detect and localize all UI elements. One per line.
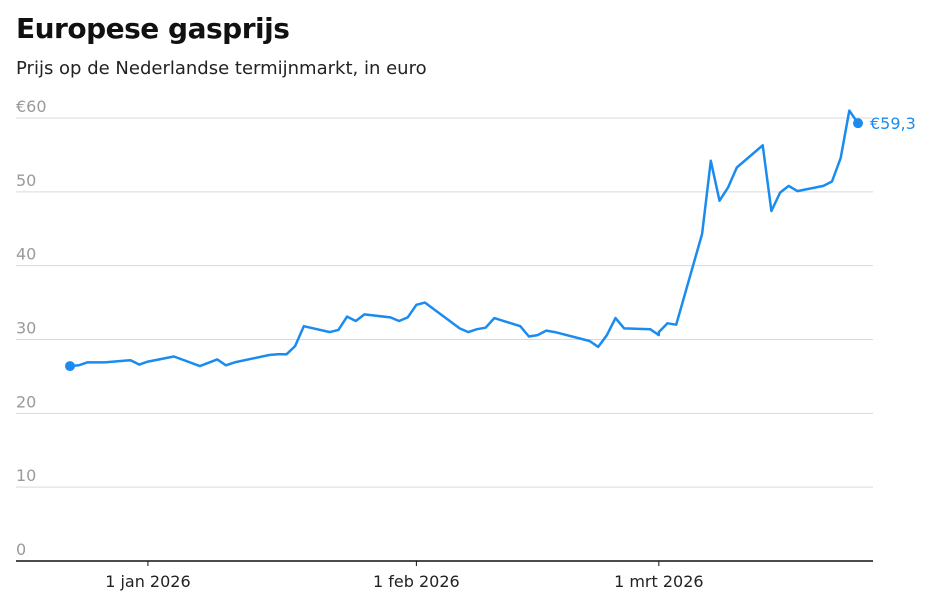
chart-title: Europese gasprijs bbox=[16, 12, 290, 45]
last-value-label: €59,3 bbox=[870, 114, 916, 133]
start-point-marker bbox=[65, 361, 75, 372]
y-tick-label: 0 bbox=[16, 540, 26, 559]
x-tick-label: 1 jan 2026 bbox=[105, 572, 190, 591]
x-tick-label: 1 feb 2026 bbox=[373, 572, 460, 591]
y-tick-label: €60 bbox=[16, 97, 47, 116]
series-line bbox=[68, 109, 860, 368]
y-tick-label: 30 bbox=[16, 319, 36, 338]
y-tick-label: 40 bbox=[16, 245, 36, 264]
y-tick-label: 20 bbox=[16, 392, 36, 411]
x-tick-label: 1 mrt 2026 bbox=[614, 572, 704, 591]
y-tick-label: 10 bbox=[16, 466, 36, 485]
chart-subtitle: Prijs op de Nederlandse termijnmarkt, in… bbox=[16, 58, 427, 79]
end-point-marker bbox=[853, 118, 863, 129]
y-tick-label: 50 bbox=[16, 171, 36, 190]
